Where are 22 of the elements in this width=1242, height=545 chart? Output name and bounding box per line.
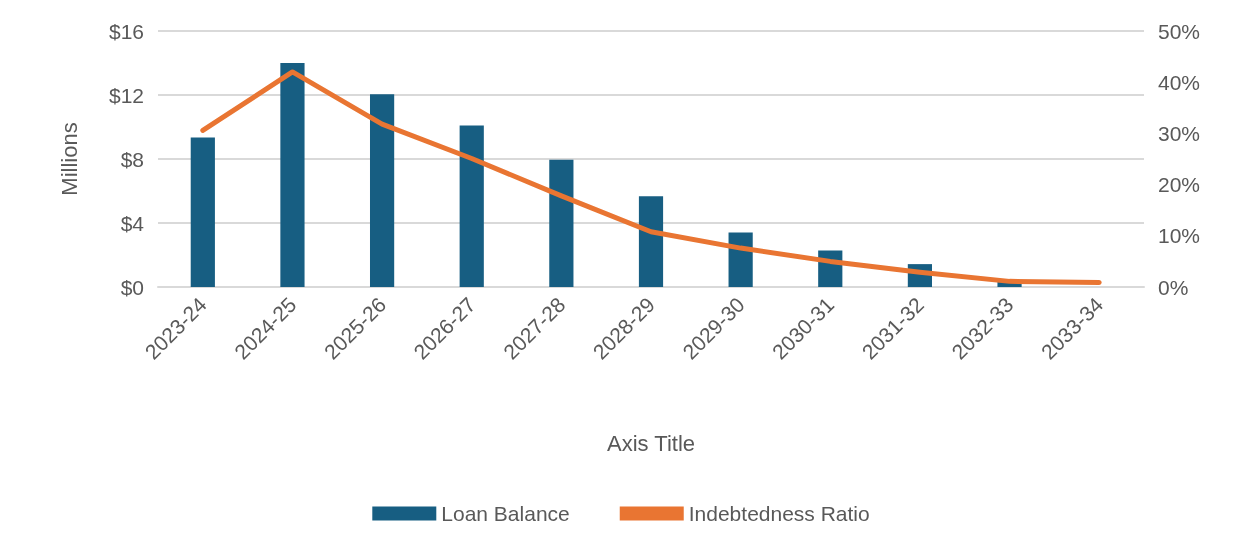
bar: [728, 232, 753, 287]
bar: [280, 63, 305, 287]
y-tick-label: $12: [108, 83, 144, 107]
y-axis-title: Millions: [56, 122, 82, 196]
bar: [459, 125, 484, 287]
bar: [549, 159, 574, 287]
y2-tick-label: 30%: [1158, 121, 1201, 145]
y2-tick-label: 0%: [1158, 275, 1189, 299]
y2-tick-label: 20%: [1158, 173, 1201, 197]
bar: [638, 196, 664, 287]
y2-tick-label: 40%: [1158, 70, 1201, 94]
y2-tick-label: 10%: [1158, 224, 1201, 248]
y-tick-label: $4: [120, 211, 145, 235]
bar: [369, 94, 395, 287]
legend-label: Indebtedness Ratio: [688, 502, 870, 525]
x-axis-title: Axis Title: [606, 430, 696, 456]
y-tick-label: $8: [120, 147, 144, 171]
y-tick-label: $0: [120, 275, 144, 299]
bar: [190, 137, 215, 287]
legend-label: Loan Balance: [441, 502, 570, 525]
y-tick-label: $16: [108, 19, 144, 43]
y2-tick-label: 50%: [1158, 19, 1201, 43]
